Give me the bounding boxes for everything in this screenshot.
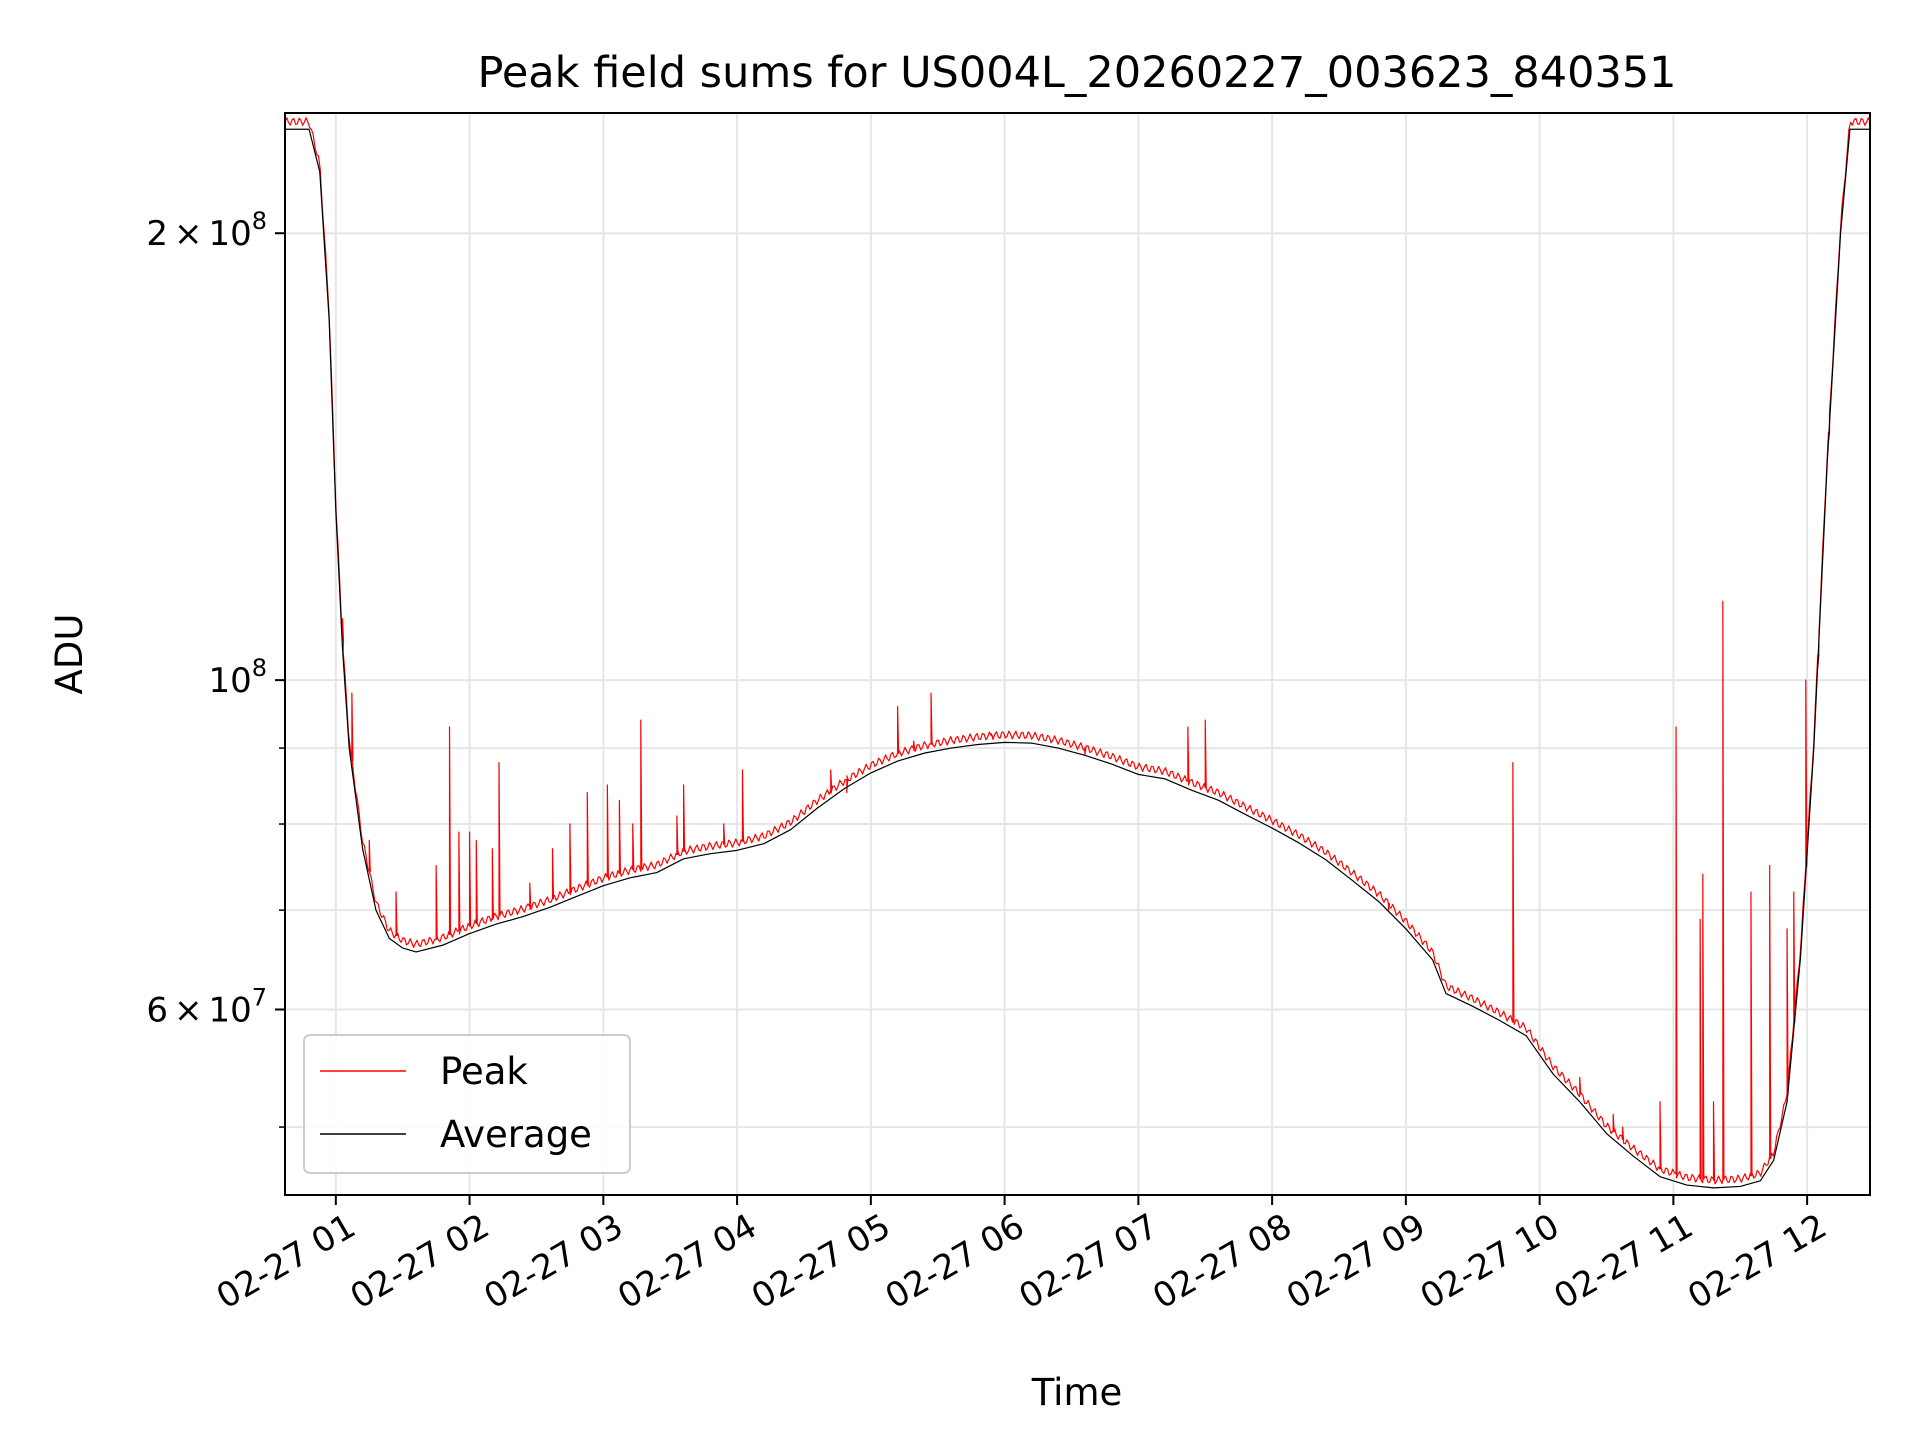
series-line-average: [285, 128, 1870, 1189]
legend-label-average: Average: [440, 1113, 592, 1156]
plot-frame: [284, 112, 1871, 1196]
y-tick-times: ×: [174, 991, 203, 1031]
y-tick-exponent: 7: [252, 984, 267, 1012]
legend-label-peak: Peak: [440, 1050, 528, 1093]
y-tick-exponent: 8: [252, 654, 267, 682]
legend: Peak Average: [303, 1034, 631, 1174]
grid-lines: [285, 113, 1870, 1195]
y-tick-base: 10: [208, 214, 251, 254]
legend-box: [303, 1034, 631, 1174]
chart-title: Peak field sums for US004L_20260227_0036…: [477, 48, 1676, 98]
y-tick-times: ×: [174, 214, 203, 254]
y-tick-label: 6 × 107: [146, 984, 267, 1031]
y-tick-exponent: 8: [252, 207, 267, 235]
y-tick-mantissa: 2: [146, 214, 168, 254]
x-axis-label: Time: [1031, 1371, 1123, 1414]
y-tick-mantissa: 6: [146, 991, 168, 1031]
y-tick-label: 108: [208, 654, 267, 701]
y-axis-label: ADU: [48, 614, 91, 695]
y-tick-base: 10: [208, 991, 251, 1031]
y-tick-label: 2 × 108: [146, 207, 267, 254]
plot-background: [285, 113, 1870, 1195]
series-layer: [285, 117, 1870, 1189]
series-line-peak: [285, 117, 1870, 1185]
y-tick-base: 10: [208, 661, 251, 701]
